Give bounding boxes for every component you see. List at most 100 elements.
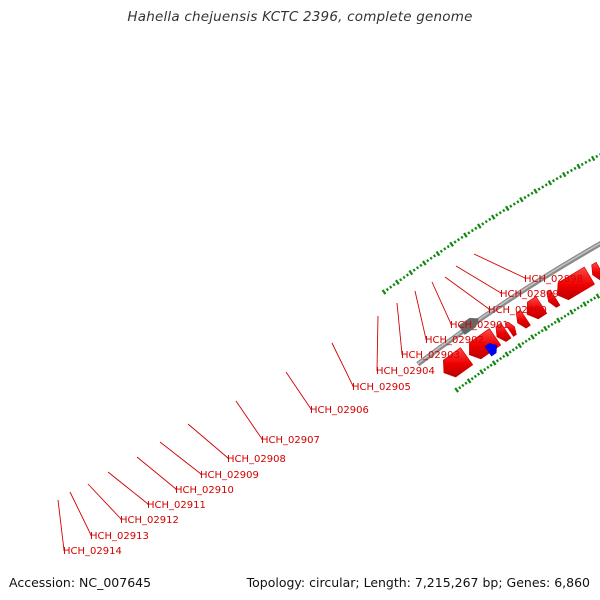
accession-text: Accession: NC_007645 <box>9 575 152 590</box>
minor-tick <box>392 283 396 287</box>
minor-tick <box>579 304 583 308</box>
major-tick <box>562 171 567 178</box>
leader-line <box>331 342 354 387</box>
gene-label[interactable]: HCH_02901 <box>450 320 509 331</box>
leader-line <box>136 456 177 490</box>
minor-tick <box>576 306 580 310</box>
minor-tick <box>498 356 503 361</box>
leader-line <box>57 499 65 551</box>
minor-tick <box>470 228 474 233</box>
minor-tick <box>524 339 528 343</box>
minor-tick <box>402 275 406 280</box>
major-tick <box>595 293 600 299</box>
gene-arrow[interactable] <box>484 342 498 357</box>
major-tick <box>569 309 574 315</box>
gene-label[interactable]: HCH_02904 <box>376 366 435 377</box>
gene-arrow[interactable] <box>546 289 561 308</box>
gene-label[interactable]: HCH_02899 <box>500 289 559 300</box>
minor-tick <box>453 240 457 244</box>
minor-tick <box>553 320 557 324</box>
gene-label[interactable]: HCH_02898 <box>524 274 583 285</box>
leader-line <box>235 400 263 440</box>
leader-line <box>187 423 229 459</box>
minor-tick <box>508 350 512 354</box>
gene-label[interactable]: HCH_02911 <box>147 500 206 511</box>
minor-tick <box>560 316 564 320</box>
gene-label[interactable]: HCH_02906 <box>310 405 369 416</box>
gene-label[interactable]: HCH_02900 <box>488 305 547 316</box>
major-tick <box>435 250 441 257</box>
minor-tick <box>502 354 506 359</box>
major-tick <box>590 155 596 162</box>
minor-tick <box>551 179 555 183</box>
major-tick <box>504 351 510 357</box>
minor-tick <box>566 170 570 175</box>
gene-label[interactable]: HCH_02913 <box>90 531 149 542</box>
major-tick <box>547 180 553 186</box>
minor-tick <box>481 222 485 226</box>
gene-arrow[interactable] <box>504 321 517 337</box>
minor-tick <box>566 312 570 316</box>
gene-arrow[interactable] <box>469 328 502 360</box>
gene-label[interactable]: HCH_02907 <box>261 435 320 446</box>
leader-line <box>473 253 526 279</box>
minor-tick <box>512 202 516 206</box>
minor-tick <box>405 273 409 277</box>
gene-label[interactable]: HCH_02905 <box>352 382 411 393</box>
minor-tick <box>412 268 416 272</box>
minor-tick <box>432 254 437 258</box>
major-tick <box>517 342 522 349</box>
leader-line <box>455 265 502 294</box>
leader-line <box>159 441 202 475</box>
minor-tick <box>569 168 573 173</box>
major-tick <box>408 269 414 276</box>
minor-tick <box>544 183 548 187</box>
minor-tick <box>595 154 599 159</box>
major-tick <box>479 369 484 375</box>
leader-line <box>444 276 490 310</box>
minor-tick <box>461 383 465 388</box>
minor-tick <box>527 337 531 341</box>
map-arcs <box>381 153 600 393</box>
gene-arrow[interactable] <box>442 347 474 378</box>
minor-tick <box>439 249 443 253</box>
gene-label[interactable]: HCH_02910 <box>175 485 234 496</box>
gene-track <box>442 261 600 378</box>
gene-label[interactable]: HCH_02914 <box>63 546 122 557</box>
gene-label[interactable]: HCH_02908 <box>227 454 286 465</box>
minor-tick <box>464 381 468 385</box>
minor-tick <box>488 217 492 221</box>
gene-arrow[interactable] <box>458 317 480 336</box>
minor-tick <box>460 235 464 240</box>
gene-label[interactable]: HCH_02903 <box>401 350 460 361</box>
label-leaders <box>57 253 526 551</box>
gene-arrow[interactable] <box>495 322 512 342</box>
gene-label[interactable]: HCH_02909 <box>200 470 259 481</box>
minor-tick <box>467 231 471 235</box>
minor-tick <box>511 348 515 352</box>
gene-arrow[interactable] <box>591 261 600 281</box>
minor-tick <box>495 213 499 217</box>
minor-tick <box>521 341 525 346</box>
gene-label[interactable]: HCH_02912 <box>120 515 179 526</box>
minor-tick <box>588 158 592 163</box>
gene-arrow[interactable] <box>515 309 531 329</box>
minor-tick <box>550 322 554 327</box>
minor-tick <box>580 162 584 167</box>
minor-tick <box>514 346 519 350</box>
minor-tick <box>489 363 493 367</box>
leader-line <box>87 483 122 520</box>
minor-tick <box>593 296 597 300</box>
gene-label[interactable]: HCH_02902 <box>425 335 484 346</box>
minor-tick <box>509 204 513 208</box>
leader-line <box>414 290 427 340</box>
major-tick <box>466 378 472 384</box>
gene-arrow[interactable] <box>526 296 548 320</box>
minor-tick <box>476 372 481 376</box>
gene-arrow[interactable] <box>556 266 595 301</box>
backbone-arc <box>416 241 600 367</box>
backbone-highlight <box>417 242 600 365</box>
major-tick <box>556 317 561 323</box>
minor-tick <box>385 287 389 292</box>
